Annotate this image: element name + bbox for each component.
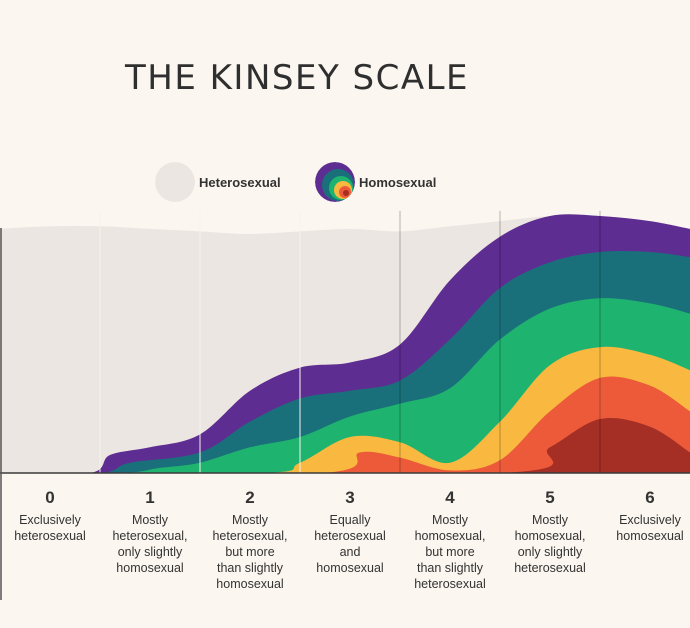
tick-labels: 0 Exclusively heterosexual 1 Mostly heterosex…	[14, 488, 683, 591]
tick-description-6-1: homosexual	[616, 529, 683, 543]
tick-description-3-3: homosexual	[316, 561, 383, 575]
tick-description-4-0: Mostly	[432, 513, 469, 527]
tick-description-6-0: Exclusively	[619, 513, 682, 527]
tick-description-2-2: but more	[225, 545, 274, 559]
legend-label-homosexual: Homosexual	[359, 174, 437, 190]
area-layer-5	[0, 376, 690, 473]
legend-item-heterosexual: Heterosexual	[155, 162, 281, 202]
tick-label-0: 0	[45, 488, 54, 507]
tick-description-4-2: but more	[425, 545, 474, 559]
tick-description-2-1: heterosexual,	[212, 529, 287, 543]
legend: Heterosexual Homosexual	[0, 160, 690, 204]
legend-label-heterosexual: Heterosexual	[199, 174, 281, 190]
tick-label-4: 4	[445, 488, 455, 507]
tick-description-2-3: than slightly	[217, 561, 284, 575]
tick-description-5-1: homosexual,	[515, 529, 586, 543]
page-title: THE KINSEY SCALE	[125, 58, 470, 98]
legend-item-homosexual: Homosexual	[315, 162, 436, 202]
tick-description-5-0: Mostly	[532, 513, 569, 527]
tick-label-6: 6	[645, 488, 654, 507]
area-layer-6	[0, 417, 690, 473]
tick-description-3-2: and	[340, 545, 361, 559]
tick-label-5: 5	[545, 488, 554, 507]
tick-description-2-4: homosexual	[216, 577, 283, 591]
tick-description-1-3: homosexual	[116, 561, 183, 575]
hetero-swatch-icon	[155, 162, 195, 202]
tick-description-0-1: heterosexual	[14, 529, 86, 543]
tick-description-4-1: homosexual,	[415, 529, 486, 543]
tick-description-2-0: Mostly	[232, 513, 269, 527]
tick-label-3: 3	[345, 488, 354, 507]
tick-description-3-1: heterosexual	[314, 529, 386, 543]
tick-description-3-0: Equally	[330, 513, 372, 527]
tick-description-4-4: heterosexual	[414, 577, 486, 591]
tick-description-1-0: Mostly	[132, 513, 169, 527]
tick-label-1: 1	[145, 488, 154, 507]
area-layer-4	[0, 346, 690, 473]
x-axis	[0, 228, 690, 600]
gridlines	[99, 210, 601, 473]
tick-description-1-2: only slightly	[118, 545, 183, 559]
tick-description-4-3: than slightly	[417, 561, 484, 575]
rainbow-swatch-icon	[315, 162, 355, 202]
tick-description-0-0: Exclusively	[19, 513, 82, 527]
tick-description-1-1: heterosexual,	[112, 529, 187, 543]
area-layers	[0, 214, 690, 473]
tick-description-5-3: heterosexual	[514, 561, 586, 575]
tick-description-5-2: only slightly	[518, 545, 583, 559]
tick-label-2: 2	[245, 488, 254, 507]
